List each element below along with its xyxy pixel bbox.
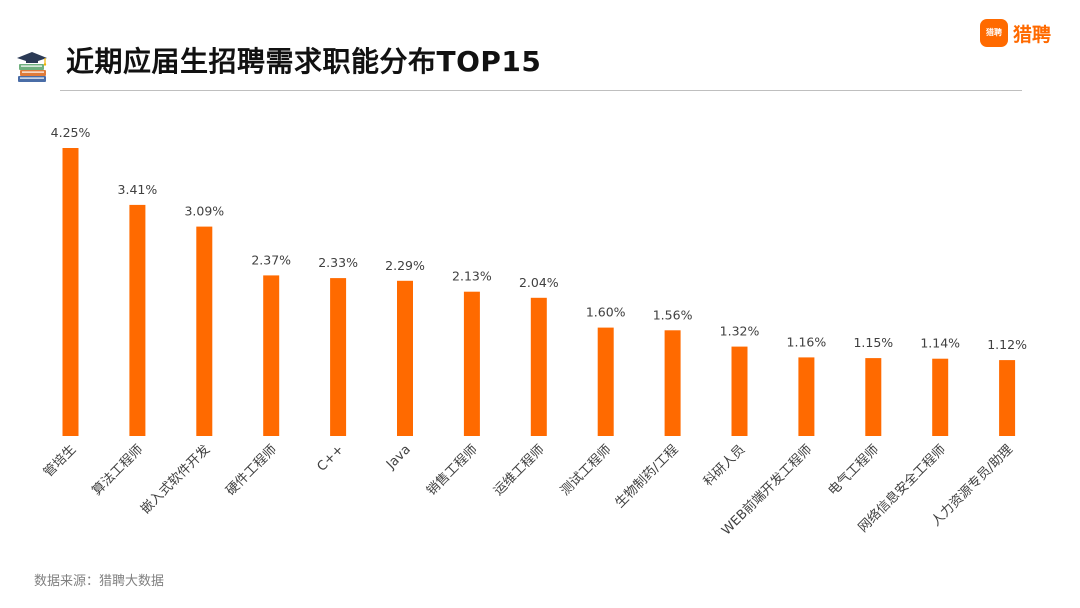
page-title: 近期应届生招聘需求职能分布TOP15 bbox=[66, 45, 542, 78]
category-label-10: 生物制药/工程 bbox=[613, 442, 682, 511]
logo-mark-text: 猎聘 bbox=[986, 28, 1002, 37]
data-label-1: 4.25% bbox=[51, 125, 91, 140]
bar-13 bbox=[865, 358, 882, 436]
bar-6 bbox=[397, 280, 413, 436]
category-label-2: 算法工程师 bbox=[90, 442, 147, 499]
logo-text: 猎聘 bbox=[1013, 23, 1052, 46]
data-label-14: 1.14% bbox=[920, 336, 960, 351]
logo-mark-icon: 猎聘 bbox=[980, 19, 1008, 47]
category-label-3: 嵌入式软件开发 bbox=[137, 442, 213, 518]
category-label-8: 运维工程师 bbox=[491, 442, 548, 499]
bar-5 bbox=[330, 278, 347, 436]
bar-3 bbox=[196, 226, 213, 436]
category-label-1: 管培生 bbox=[40, 442, 79, 481]
bar-14 bbox=[932, 358, 949, 436]
data-label-2: 3.41% bbox=[118, 182, 158, 197]
category-label-4: 硬件工程师 bbox=[223, 442, 280, 499]
brand-logo: 猎聘 猎聘 bbox=[980, 18, 1051, 48]
bar-1 bbox=[62, 148, 79, 436]
bar-7 bbox=[463, 291, 480, 436]
bar-4 bbox=[263, 275, 280, 436]
bar-10 bbox=[664, 330, 681, 436]
category-label-11: 科研人员 bbox=[701, 442, 748, 489]
category-label-9: 测试工程师 bbox=[558, 442, 615, 499]
data-label-8: 2.04% bbox=[519, 275, 559, 290]
data-label-3: 3.09% bbox=[184, 204, 224, 219]
data-label-11: 1.32% bbox=[720, 324, 760, 339]
data-label-12: 1.16% bbox=[787, 334, 827, 349]
bar-9 bbox=[597, 327, 614, 436]
category-label-5: C++ bbox=[314, 442, 346, 474]
data-label-10: 1.56% bbox=[653, 307, 693, 322]
data-label-6: 2.29% bbox=[385, 258, 425, 273]
bar-2 bbox=[129, 204, 146, 436]
category-label-13: 电气工程师 bbox=[825, 442, 882, 499]
bar-12 bbox=[798, 357, 815, 436]
data-label-9: 1.60% bbox=[586, 305, 626, 320]
bar-11 bbox=[731, 346, 748, 436]
data-source-note: 数据来源：猎聘大数据 bbox=[34, 574, 165, 589]
title-divider bbox=[60, 90, 1022, 91]
graduation-books-icon bbox=[17, 52, 47, 82]
bar-15 bbox=[999, 360, 1016, 436]
data-label-15: 1.12% bbox=[987, 337, 1027, 352]
data-label-5: 2.33% bbox=[318, 255, 358, 270]
bar-8 bbox=[530, 297, 547, 436]
data-label-7: 2.13% bbox=[452, 269, 492, 284]
data-label-4: 2.37% bbox=[251, 252, 291, 267]
category-label-6: Java bbox=[383, 442, 414, 473]
data-label-13: 1.15% bbox=[853, 335, 893, 350]
category-label-7: 销售工程师 bbox=[423, 442, 480, 499]
